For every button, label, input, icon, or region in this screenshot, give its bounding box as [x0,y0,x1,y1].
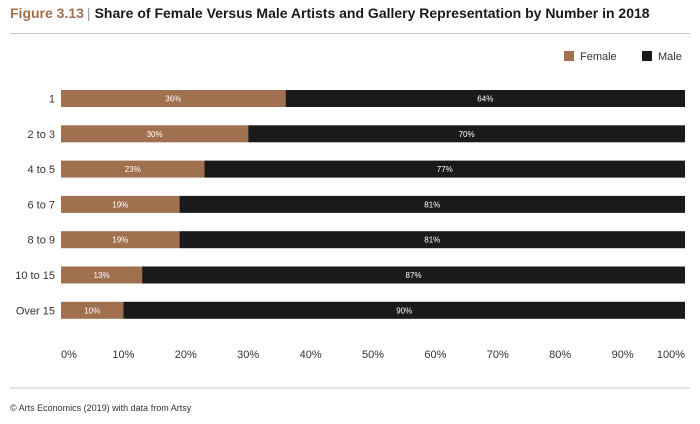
data-label-female: 23% [125,165,141,174]
bar-male [204,160,685,178]
x-tick-label: 70% [487,349,509,361]
bar-female [61,231,180,249]
bar-female [61,195,180,213]
bar-female [61,125,249,143]
source-note: © Arts Economics (2019) with data from A… [10,403,192,413]
data-label-female: 13% [94,271,110,280]
bar-male [248,125,685,143]
bar-male [142,266,685,284]
x-tick-label: 30% [237,349,259,361]
legend-label-female: Female [580,51,617,63]
x-tick-label: 10% [112,349,134,361]
bar-female [61,160,205,178]
bar-male [179,231,685,249]
data-label-male: 81% [424,236,440,245]
legend-label-male: Male [658,51,682,63]
category-label: 10 to 15 [15,270,55,282]
category-label: 8 to 9 [27,235,55,247]
x-tick-label: 100% [657,349,685,361]
data-label-male: 64% [477,95,493,104]
data-label-female: 10% [84,306,100,315]
legend-swatch-male [642,51,652,61]
data-label-male: 77% [437,165,453,174]
x-tick-label: 60% [424,349,446,361]
data-label-female: 19% [112,236,128,245]
bar-female [61,266,143,284]
data-label-female: 36% [165,95,181,104]
figure-header: Figure 3.13 | Share of Female Versus Male … [10,5,650,21]
category-label: Over 15 [16,305,55,317]
bar-male [285,90,685,107]
category-label: 4 to 5 [27,164,55,176]
bar-male [179,195,685,213]
data-label-male: 90% [396,306,412,315]
x-tick-label: 90% [612,349,634,361]
x-tick-label: 20% [175,349,197,361]
category-label: 2 to 3 [27,129,55,141]
bar-female [61,90,286,107]
bar-male [123,301,685,319]
data-label-male: 87% [406,271,422,280]
data-label-male: 81% [424,200,440,209]
data-label-male: 70% [459,130,475,139]
figure-number: Figure 3.13 [10,5,84,21]
data-label-female: 30% [147,130,163,139]
category-label: 1 [49,94,55,106]
data-label-female: 19% [112,200,128,209]
figure-title: Share of Female Versus Male Artists and … [94,5,650,21]
x-tick-label: 50% [362,349,384,361]
header-divider [10,33,690,34]
title-separator: | [86,5,91,21]
x-tick-label: 40% [300,349,322,361]
x-tick-label: 0% [61,349,77,361]
category-label: 6 to 7 [27,199,55,211]
legend-swatch-female [564,51,574,61]
bar-female [61,301,124,319]
x-tick-label: 80% [549,349,571,361]
